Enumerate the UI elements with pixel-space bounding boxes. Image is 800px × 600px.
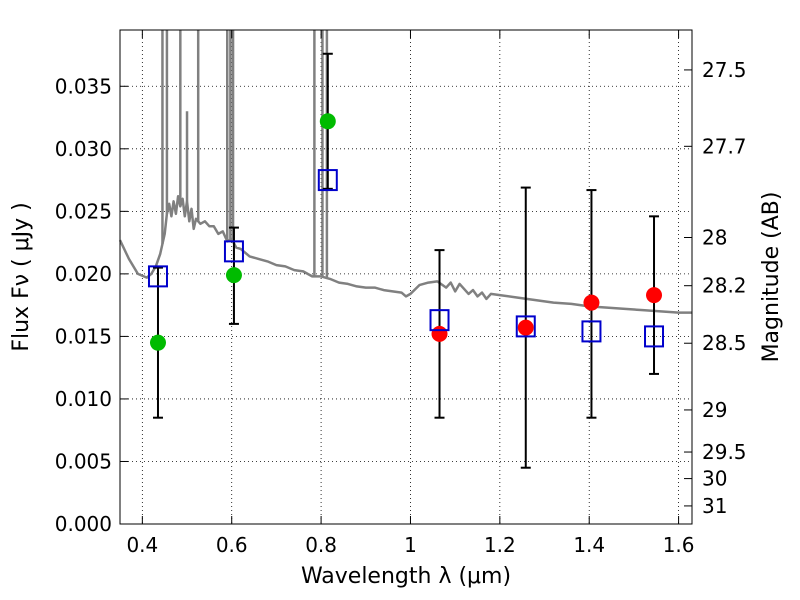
data-point-circle xyxy=(646,287,663,304)
data-point-square xyxy=(581,320,602,343)
x-tick-label: 0.6 xyxy=(216,533,248,557)
x-tick-label: 0.4 xyxy=(126,533,158,557)
data-point-square xyxy=(317,169,338,192)
data-point-circle xyxy=(225,267,242,284)
y-tick-label: 0.030 xyxy=(55,137,112,161)
data-point-circle xyxy=(583,294,600,311)
y2-tick-label: 28 xyxy=(702,225,727,249)
y-tick-label: 0.015 xyxy=(55,324,112,348)
y-tick-label: 0.005 xyxy=(55,449,112,473)
data-point-square xyxy=(429,309,450,332)
x-tick-label: 1 xyxy=(404,533,417,557)
x-tick-label: 1.6 xyxy=(663,533,695,557)
y-tick-label: 0.025 xyxy=(55,199,112,223)
x-tick-label: 1.4 xyxy=(573,533,605,557)
data-point-square xyxy=(223,240,244,263)
grid-lines xyxy=(120,30,692,524)
y2-tick-label: 27.5 xyxy=(702,58,747,82)
data-point-circle xyxy=(517,319,534,336)
data-markers xyxy=(147,113,665,351)
y2-tick-label: 31 xyxy=(702,494,727,518)
y2-tick-label: 29 xyxy=(702,398,727,422)
data-point-square xyxy=(644,325,665,348)
model-spectrum xyxy=(118,30,692,314)
data-point-square xyxy=(147,265,168,288)
y-tick-label: 0.035 xyxy=(55,74,112,98)
y-tick-label: 0.000 xyxy=(55,512,112,536)
data-point-circle xyxy=(319,113,336,130)
spectrum-continuum xyxy=(118,195,692,314)
x-axis-label: Wavelength λ (μm) xyxy=(301,564,511,589)
x-tick-label: 0.8 xyxy=(305,533,337,557)
plot-frame xyxy=(119,29,693,525)
data-point-circle xyxy=(149,334,166,351)
y2-tick-label: 28.5 xyxy=(702,331,747,355)
y-axis-label: Flux Fν ( μJy ) xyxy=(9,202,34,351)
y-tick-label: 0.010 xyxy=(55,387,112,411)
y-tick-label: 0.020 xyxy=(55,262,112,286)
data-point-circle xyxy=(431,325,448,342)
y2-tick-label: 27.7 xyxy=(702,134,747,158)
y2-tick-label: 28.2 xyxy=(702,274,747,298)
data-point-square xyxy=(515,315,536,338)
y2-tick-label: 29.5 xyxy=(702,440,747,464)
y2-tick-label: 30 xyxy=(702,467,727,491)
y2-axis-label: Magnitude (AB) xyxy=(759,192,784,363)
x-tick-label: 1.2 xyxy=(484,533,516,557)
axis-ticks: 0.4 0.6 0.8 1 1.2 1.4 1.6 0.000 0.005 0.010 0.015 0… xyxy=(55,30,747,557)
